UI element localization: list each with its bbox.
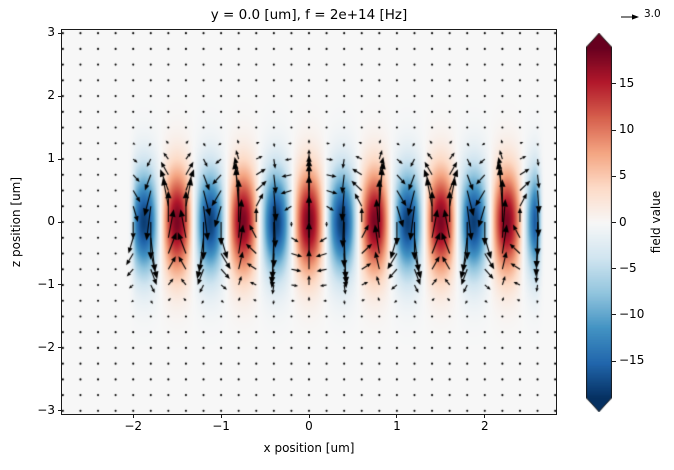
colorbar-tick-label: 5 — [619, 168, 627, 183]
colorbar-tick-mark — [612, 129, 616, 131]
x-tick-label: 2 — [480, 419, 489, 433]
colorbar-tick-label: −5 — [619, 260, 637, 275]
y-tick-label: −3 — [37, 402, 55, 417]
y-tick-mark — [58, 347, 62, 349]
quiver-key-arrow-icon — [621, 14, 639, 20]
x-tick-mark — [132, 414, 134, 418]
chart-title: y = 0.0 [um], f = 2e+14 [Hz] — [210, 7, 408, 23]
colorbar-tick-mark — [612, 314, 616, 316]
y-tick-label: −1 — [37, 276, 55, 291]
x-tick-label: −2 — [124, 419, 143, 433]
x-tick-label: −1 — [212, 419, 230, 433]
x-axis-label: x position [um] — [263, 441, 355, 455]
y-tick-label: −2 — [37, 339, 55, 354]
y-tick-mark — [58, 221, 62, 223]
y-tick-mark — [58, 32, 62, 34]
y-tick-mark — [58, 410, 62, 412]
quiver-key-label: 3.0 — [644, 8, 661, 20]
x-tick-mark — [220, 414, 222, 418]
y-tick-label: 3 — [47, 25, 55, 40]
colorbar-tick-label: −10 — [619, 306, 645, 321]
y-tick-label: 0 — [47, 214, 55, 228]
colorbar-label: field value — [649, 190, 663, 254]
y-tick-mark — [58, 158, 62, 160]
colorbar-tick-mark — [612, 222, 616, 223]
x-tick-label: 1 — [393, 419, 401, 433]
field-heatmap-quiver-canvas — [62, 30, 556, 414]
colorbar-tick-mark — [612, 175, 616, 177]
colorbar-tick-label: 10 — [619, 122, 635, 137]
y-tick-mark — [58, 284, 62, 286]
colorbar-tick-label: 0 — [619, 214, 627, 229]
colorbar — [586, 33, 612, 412]
colorbar-tick-label: 15 — [619, 75, 635, 90]
x-tick-mark — [396, 414, 398, 418]
colorbar-tick-label: −15 — [619, 353, 645, 368]
quiver-key: 3.0 — [620, 8, 670, 24]
y-tick-mark — [58, 95, 62, 97]
colorbar-tick-mark — [612, 83, 616, 85]
y-axis-label: z position [um] — [9, 176, 23, 268]
x-tick-label: 0 — [305, 419, 313, 433]
x-tick-mark — [484, 414, 486, 418]
colorbar-tick-mark — [612, 268, 616, 270]
y-tick-label: 1 — [47, 151, 55, 166]
x-tick-mark — [308, 414, 310, 418]
y-tick-label: 2 — [47, 88, 55, 103]
colorbar-tick-mark — [612, 360, 616, 362]
